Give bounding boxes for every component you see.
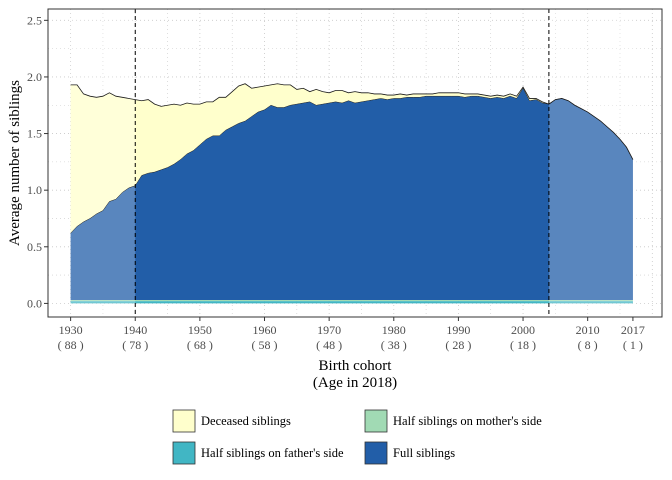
area-half-siblings-on-father-s-side xyxy=(70,301,633,304)
total-outline xyxy=(70,83,634,234)
y-tick-label: 2.0 xyxy=(27,70,42,84)
legend-item-half-siblings-on-father-s-side: Half siblings on father's side xyxy=(172,441,344,465)
x-tick-label: 1960 xyxy=(253,323,277,337)
y-tick-label: 2.5 xyxy=(27,13,42,27)
x-tick-sublabel: ( 78 ) xyxy=(122,338,148,352)
legend-label: Half siblings on mother's side xyxy=(393,414,542,428)
area-layers xyxy=(70,83,633,304)
legend-item-full-siblings: Full siblings xyxy=(364,441,455,465)
area-half-siblings-on-mother-s-side xyxy=(70,300,633,302)
x-tick-sublabel: ( 38 ) xyxy=(381,338,407,352)
y-axis: 0.0 0.5 1.0 1.5 2.0 2.5 xyxy=(27,13,48,310)
x-tick-label: 1940 xyxy=(123,323,147,337)
x-tick-label: 2017 xyxy=(621,323,645,337)
y-tick-label: 0.5 xyxy=(27,240,42,254)
line-total-siblings xyxy=(70,83,634,160)
legend-label: Deceased siblings xyxy=(201,414,291,428)
panel-border xyxy=(47,8,663,318)
x-tick-label: 1950 xyxy=(188,323,212,337)
x-tick-label: 2010 xyxy=(576,323,600,337)
x-tick-label: 1990 xyxy=(446,323,470,337)
line-full-siblings-edge xyxy=(70,87,634,234)
legend-swatch xyxy=(364,409,388,433)
x-tick-sublabel: ( 8 ) xyxy=(578,338,598,352)
shaded-range xyxy=(70,9,136,317)
legend-item-half-siblings-on-mother-s-side: Half siblings on mother's side xyxy=(364,409,542,433)
legend: Deceased siblings Half siblings on mother… xyxy=(172,409,542,465)
area-deceased-siblings xyxy=(70,83,633,234)
x-tick-sublabel: ( 88 ) xyxy=(58,338,84,352)
area-full-siblings xyxy=(70,88,633,301)
x-tick-sublabel: ( 58 ) xyxy=(252,338,278,352)
x-axis-subtitle: (Age in 2018) xyxy=(313,375,397,391)
legend-label: Half siblings on father's side xyxy=(201,446,344,460)
x-axis: 1930( 88 ) 1940( 78 ) 1950( 68 ) 1960( 58 )… xyxy=(58,317,645,352)
y-tick-label: 1.0 xyxy=(27,183,42,197)
legend-swatch xyxy=(172,409,196,433)
x-tick-sublabel: ( 18 ) xyxy=(510,338,536,352)
x-tick-sublabel: ( 28 ) xyxy=(445,338,471,352)
x-tick-label: 1970 xyxy=(317,323,341,337)
vertical-reference-lines xyxy=(134,9,550,317)
legend-label: Full siblings xyxy=(393,446,455,460)
y-axis-title: Average number of siblings xyxy=(7,80,23,246)
x-tick-label: 1980 xyxy=(382,323,406,337)
x-tick-sublabel: ( 68 ) xyxy=(187,338,213,352)
y-tick-label: 0.0 xyxy=(27,296,42,310)
x-tick-sublabel: ( 1 ) xyxy=(623,338,643,352)
x-axis-title: Birth cohort xyxy=(319,358,393,374)
x-tick-sublabel: ( 48 ) xyxy=(316,338,342,352)
legend-swatch xyxy=(172,441,196,465)
shaded-ranges xyxy=(70,9,633,317)
x-tick-label: 2000 xyxy=(511,323,535,337)
legend-item-deceased-siblings: Deceased siblings xyxy=(172,409,291,433)
x-tick-label: 1930 xyxy=(59,323,83,337)
legend-swatch xyxy=(364,441,388,465)
y-tick-label: 1.5 xyxy=(27,127,42,141)
shaded-range xyxy=(548,9,633,317)
